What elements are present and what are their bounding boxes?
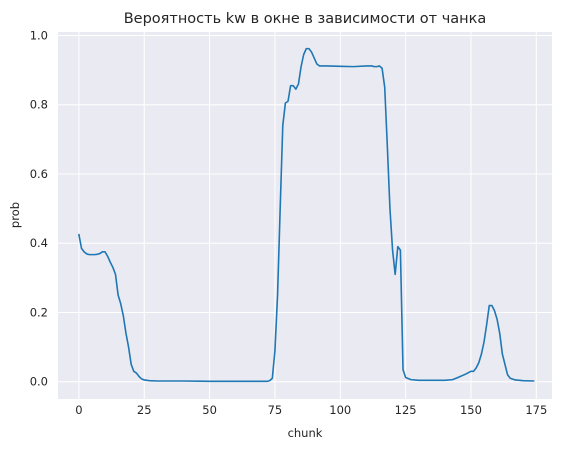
x-tick-label: 125 (395, 403, 417, 417)
y-tick-label: 0.6 (30, 167, 48, 181)
series-group (78, 47, 535, 383)
y-axis-label: prob (8, 202, 22, 228)
y-tick-label: 0.2 (30, 305, 48, 319)
x-tick-label: 50 (202, 403, 217, 417)
x-tick-label: 25 (137, 403, 152, 417)
grid-lines (58, 32, 552, 399)
chart-title: Вероятность kw в окне в зависимости от ч… (124, 11, 487, 27)
y-tick-label: 1.0 (30, 28, 48, 42)
y-tick-label: 0.8 (30, 98, 48, 112)
x-axis-ticks: 0 25 50 75 100 125 150 175 (75, 403, 547, 417)
x-tick-label: 175 (525, 403, 547, 417)
y-tick-label: 0.0 (30, 375, 48, 389)
plot-area (58, 32, 552, 399)
x-tick-label: 75 (268, 403, 283, 417)
x-tick-label: 150 (460, 403, 482, 417)
x-tick-label: 0 (75, 403, 82, 417)
x-axis-label: chunk (288, 426, 323, 440)
series-line (78, 47, 535, 383)
y-tick-label: 0.4 (30, 236, 48, 250)
x-tick-label: 100 (329, 403, 351, 417)
y-axis-ticks: 0.0 0.2 0.4 0.6 0.8 1.0 (30, 28, 48, 388)
